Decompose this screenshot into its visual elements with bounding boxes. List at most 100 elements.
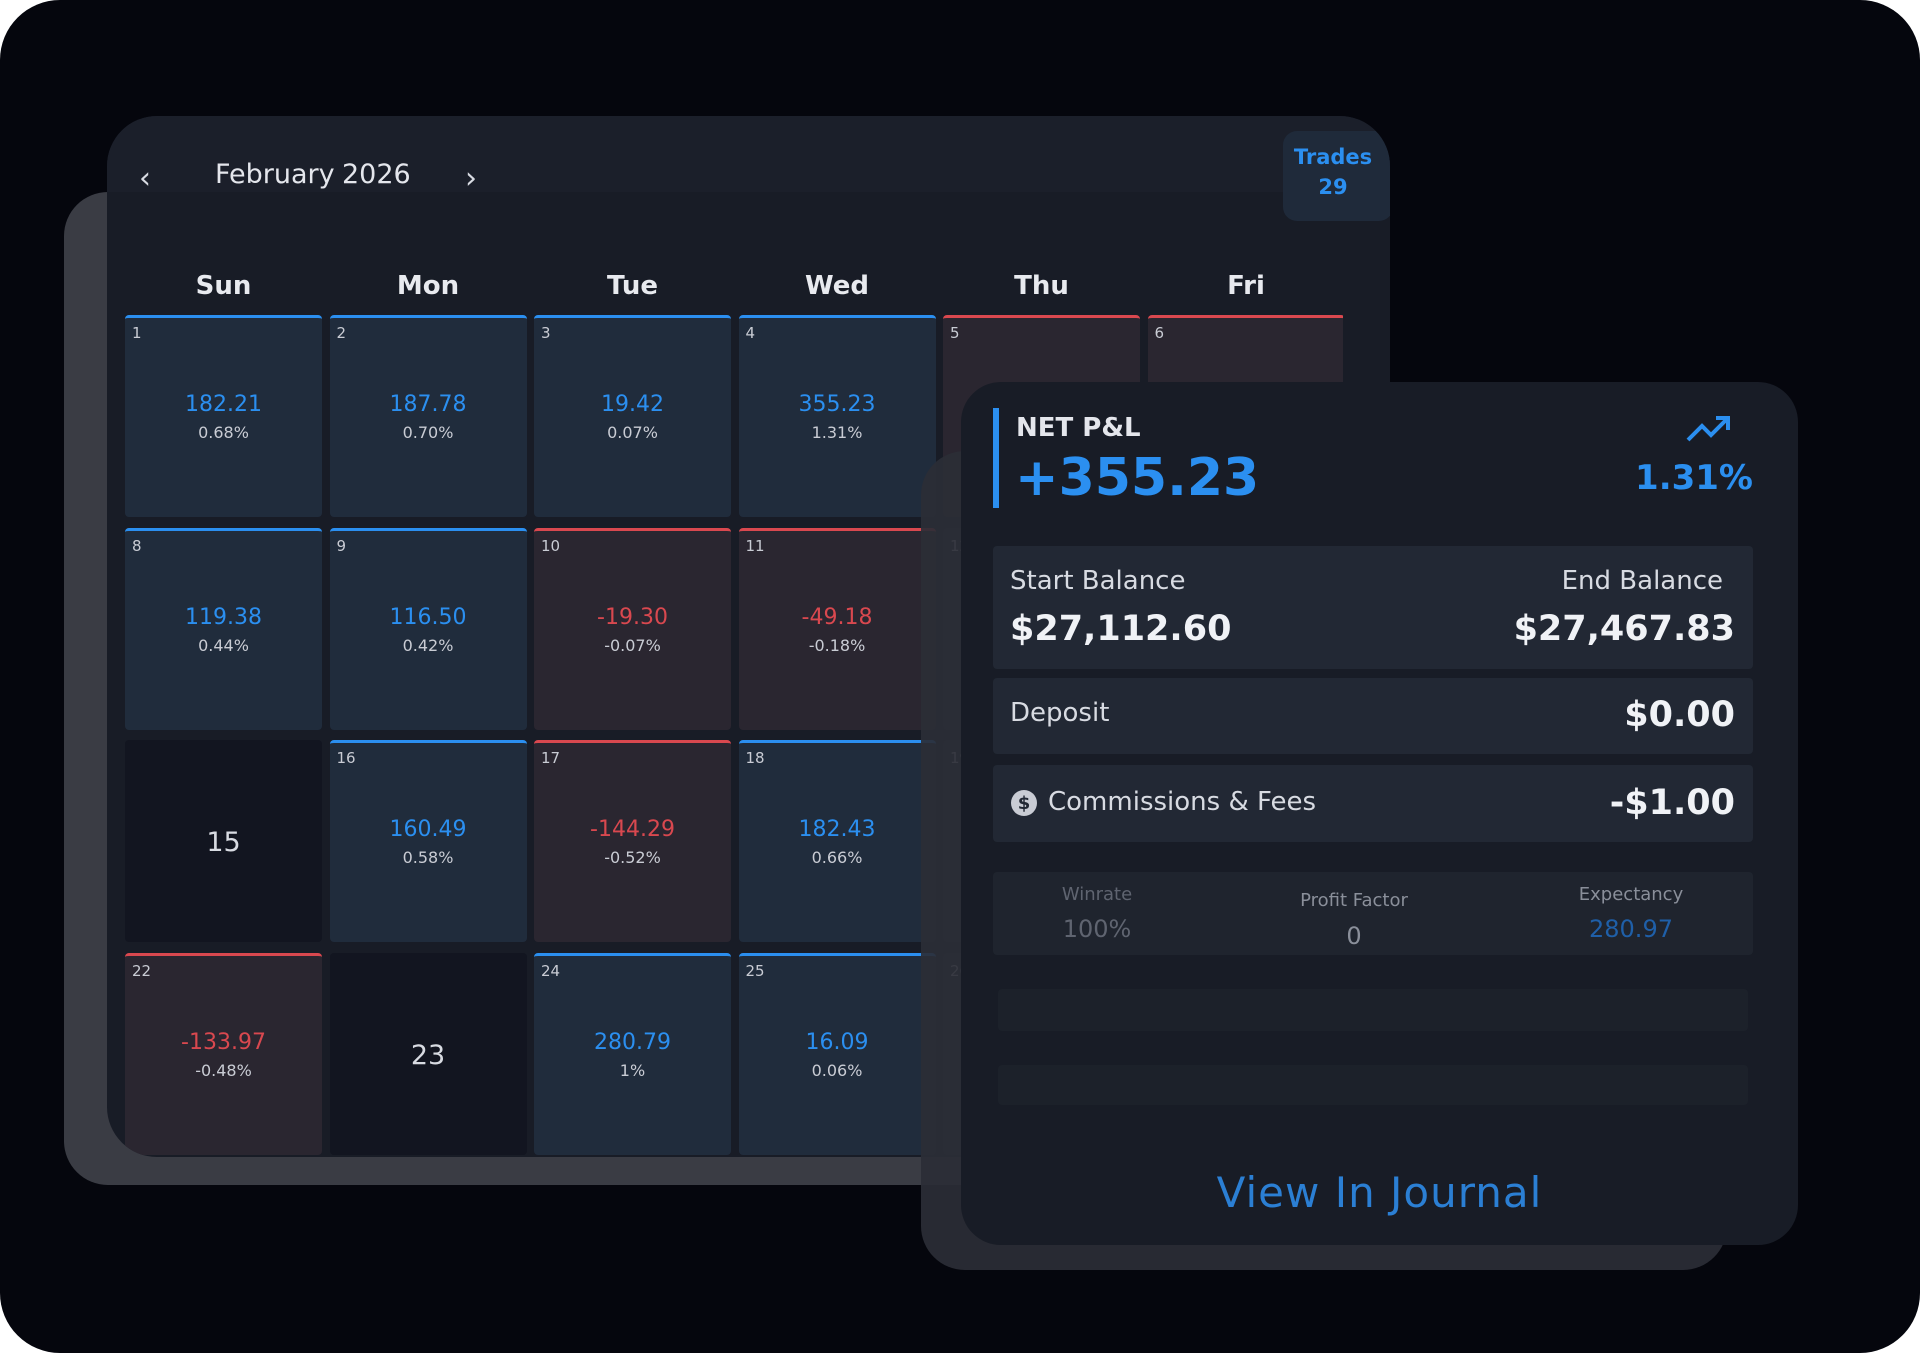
day-cell: 16 160.49 0.58% xyxy=(329,740,527,942)
trades-label: Trades xyxy=(1293,145,1373,169)
day-pct: 0.42% xyxy=(402,635,454,655)
day-number: 22 xyxy=(132,961,152,980)
day-number: 11 xyxy=(745,536,765,555)
day-pct: 0.07% xyxy=(607,423,658,442)
day-number: 24 xyxy=(541,961,561,980)
day-pnl: 160.49 xyxy=(389,817,467,842)
day-number: 15 xyxy=(206,827,241,858)
day-pnl: -49.18 xyxy=(801,604,873,630)
stat-value: 0 xyxy=(1346,922,1362,950)
day-number: 17 xyxy=(541,749,561,767)
day-number: 6 xyxy=(1154,324,1165,342)
day-pct: -0.18% xyxy=(808,635,866,655)
weekday: Mon xyxy=(396,271,460,301)
day-number: 5 xyxy=(950,324,960,342)
placeholder-row xyxy=(998,1065,1748,1105)
stat-value: 100% xyxy=(1062,915,1132,943)
stat-value: 280.97 xyxy=(1589,915,1673,943)
prev-button[interactable]: ‹ xyxy=(139,161,151,196)
fees-box: $ Commissions & Fees -$1.00 xyxy=(993,765,1753,842)
view-journal-button[interactable]: View In Journal xyxy=(1216,1168,1543,1217)
day-cell: 18 182.43 0.66% xyxy=(738,740,936,942)
day-cell: 24 280.79 1% xyxy=(534,952,731,1155)
day-cell: 23 xyxy=(329,952,527,1155)
next-button[interactable]: › xyxy=(465,161,477,196)
trend-icon xyxy=(1686,416,1730,442)
end-label: End Balance xyxy=(1561,566,1723,596)
day-pct: 1% xyxy=(619,1060,646,1080)
month: February xyxy=(215,159,335,190)
day-pnl: 187.78 xyxy=(389,392,467,417)
day-pct: 0.06% xyxy=(811,1060,863,1080)
day-number: 3 xyxy=(541,324,551,342)
stat-label: Profit Factor xyxy=(1300,890,1408,911)
end-value: $27,467.83 xyxy=(1513,609,1735,649)
day-number: 9 xyxy=(336,536,347,555)
net-label: NET P&L xyxy=(1016,413,1141,443)
svg-text:$: $ xyxy=(1018,793,1031,814)
fees-value: -$1.00 xyxy=(1609,783,1735,823)
day-cell: 1 182.21 0.68% xyxy=(125,315,322,517)
day-pct: 0.58% xyxy=(402,848,454,867)
deposit-value: $0.00 xyxy=(1624,695,1735,735)
calendar-grid: Sun Mon Tue Wed Thu Fri 1 182.21 0.68% 2 187.78 0.7… xyxy=(107,116,1343,1157)
day-pnl: 119.38 xyxy=(185,604,262,630)
day-cell: 8 119.38 0.44% xyxy=(125,527,322,730)
day-number: 1 xyxy=(132,324,142,342)
day-number: 16 xyxy=(336,749,356,767)
year: 2026 xyxy=(342,159,411,190)
day-cell: 22 -133.97 -0.48% xyxy=(125,952,322,1155)
balance-box: Start Balance $27,112.60 End Balance $27… xyxy=(993,546,1753,669)
day-pnl: -19.30 xyxy=(597,604,668,630)
fees-label: Commissions & Fees xyxy=(1048,787,1317,817)
day-pnl: 182.43 xyxy=(798,817,876,842)
start-label: Start Balance xyxy=(1010,566,1186,596)
day-pct: 0.70% xyxy=(402,423,454,442)
day-pnl: -144.29 xyxy=(590,817,675,842)
day-cell: 11 -49.18 -0.18% xyxy=(738,527,936,730)
day-pnl: 182.21 xyxy=(185,392,262,417)
day-pct: 0.44% xyxy=(198,635,249,655)
day-pct: -0.07% xyxy=(604,635,661,655)
trades-count: 29 xyxy=(1318,175,1348,199)
stat-label: Winrate xyxy=(1061,884,1133,905)
stat-label: Expectancy xyxy=(1578,884,1684,905)
deposit-box: Deposit $0.00 xyxy=(993,678,1753,754)
day-cell: 3 19.42 0.07% xyxy=(534,315,731,517)
day-cell: 10 -19.30 -0.07% xyxy=(534,527,731,730)
day-pnl: 116.50 xyxy=(389,604,467,630)
placeholder-row xyxy=(998,989,1748,1031)
weekday: Thu xyxy=(1014,271,1069,301)
day-pct: 0.66% xyxy=(811,848,863,867)
accent-bar xyxy=(993,408,999,508)
trades-badge: Trades 29 xyxy=(1283,131,1390,221)
day-number: 2 xyxy=(336,324,347,342)
day-cell: 4 355.23 1.31% xyxy=(738,315,936,517)
day-number: 10 xyxy=(541,536,561,555)
day-number: 23 xyxy=(410,1039,446,1071)
pnl-panel: NET P&L +355.23 1.31% Start Balance $27,… xyxy=(961,382,1798,1245)
day-number: 25 xyxy=(745,961,765,980)
net-value: +355.23 xyxy=(1015,448,1260,508)
weekday: Sun xyxy=(195,271,252,301)
day-pnl: 19.42 xyxy=(601,392,664,417)
weekday: Fri xyxy=(1227,271,1265,301)
weekday: Tue xyxy=(606,271,659,301)
net-pct: 1.31% xyxy=(1635,458,1753,498)
calendar-header xyxy=(107,116,1390,192)
day-cell: 9 116.50 0.42% xyxy=(329,527,527,730)
day-pnl: -133.97 xyxy=(181,1029,266,1055)
fees-icon: $ xyxy=(1011,790,1037,816)
day-cell: 17 -144.29 -0.52% xyxy=(534,740,731,942)
day-cell: 25 16.09 0.06% xyxy=(738,952,936,1155)
day-pct: -0.48% xyxy=(195,1060,252,1080)
day-pnl: 280.79 xyxy=(594,1029,671,1055)
weekday: Wed xyxy=(805,271,869,301)
day-cell: 15 xyxy=(125,740,322,942)
day-pnl: 355.23 xyxy=(798,392,876,417)
deposit-label: Deposit xyxy=(1010,698,1110,728)
day-pct: 1.31% xyxy=(811,423,863,442)
day-pct: 0.68% xyxy=(198,423,249,442)
day-number: 8 xyxy=(132,536,142,555)
